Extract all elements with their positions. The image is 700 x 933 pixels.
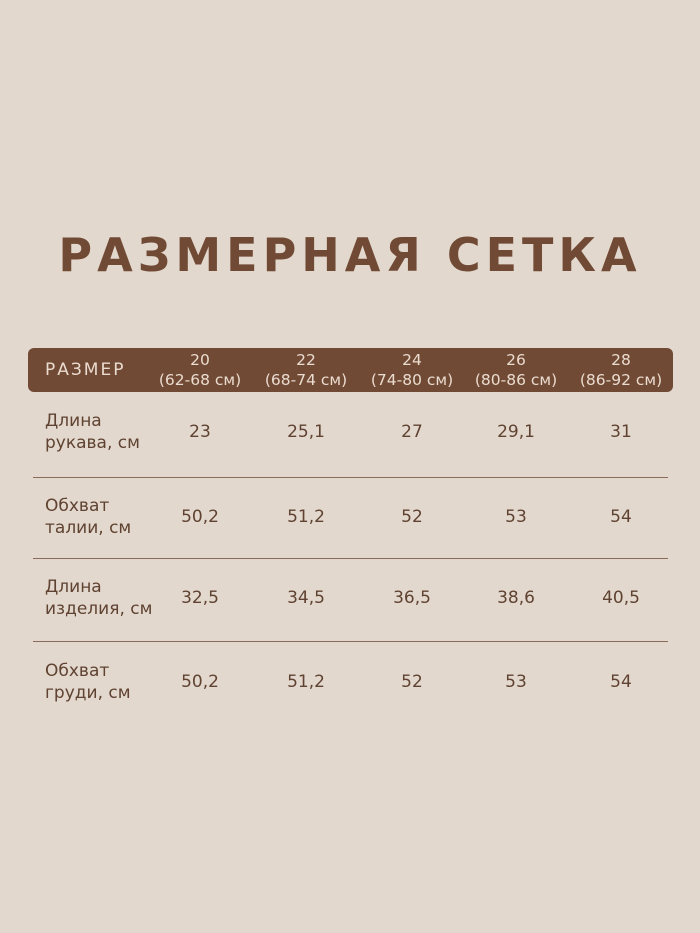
size-number: 22: [296, 351, 316, 369]
size-range: (68-74 см): [264, 371, 348, 389]
row-label-line: талии, см: [45, 518, 132, 538]
row-label-line: изделия, см: [45, 599, 153, 619]
header-size-column: 20 (62-68 см): [140, 350, 260, 390]
row-label: Обхват груди, см: [45, 660, 131, 704]
header-size-column: 22 (68-74 см): [246, 350, 366, 390]
size-range: (86-92 см): [579, 371, 663, 389]
size-number: 24: [402, 351, 422, 369]
size-number: 20: [190, 351, 210, 369]
header-size-column: 26 (80-86 см): [456, 350, 576, 390]
table-cell: 53: [505, 507, 527, 527]
size-range: (80-86 см): [474, 371, 558, 389]
table-cell: 51,2: [287, 672, 325, 692]
table-cell: 31: [610, 422, 632, 442]
table-cell: 23: [189, 422, 211, 442]
table-cell: 32,5: [181, 588, 219, 608]
table-header-bar: [28, 348, 673, 392]
table-cell: 36,5: [393, 588, 431, 608]
size-range: (74-80 см): [370, 371, 454, 389]
table-cell: 52: [401, 672, 423, 692]
table-cell: 52: [401, 507, 423, 527]
row-divider: [33, 641, 668, 642]
table-cell: 25,1: [287, 422, 325, 442]
size-range: (62-68 см): [158, 371, 242, 389]
row-label: Длина изделия, см: [45, 576, 152, 620]
row-label-line: груди, см: [45, 683, 131, 703]
row-divider: [33, 477, 668, 478]
table-cell: 40,5: [602, 588, 640, 608]
row-label-line: Обхват: [45, 496, 110, 516]
row-label-line: рукава, см: [45, 433, 140, 453]
table-cell: 29,1: [497, 422, 535, 442]
row-label: Обхват талии, см: [45, 495, 131, 539]
page-title: РАЗМЕРНАЯ СЕТКА: [58, 228, 642, 282]
table-cell: 54: [610, 507, 632, 527]
table-cell: 50,2: [181, 507, 219, 527]
table-cell: 53: [505, 672, 527, 692]
header-size-column: 24 (74-80 см): [352, 350, 472, 390]
row-label-line: Длина: [45, 577, 102, 597]
row-label: Длина рукава, см: [45, 410, 140, 454]
header-size-column: 28 (86-92 см): [561, 350, 681, 390]
table-cell: 51,2: [287, 507, 325, 527]
row-label-line: Обхват: [45, 661, 110, 681]
table-cell: 34,5: [287, 588, 325, 608]
row-divider: [33, 558, 668, 559]
row-label-line: Длина: [45, 411, 102, 431]
size-number: 28: [611, 351, 631, 369]
table-cell: 50,2: [181, 672, 219, 692]
size-number: 26: [506, 351, 526, 369]
table-cell: 54: [610, 672, 632, 692]
header-size-label: РАЗМЕР: [45, 360, 126, 380]
table-cell: 38,6: [497, 588, 535, 608]
table-cell: 27: [401, 422, 423, 442]
